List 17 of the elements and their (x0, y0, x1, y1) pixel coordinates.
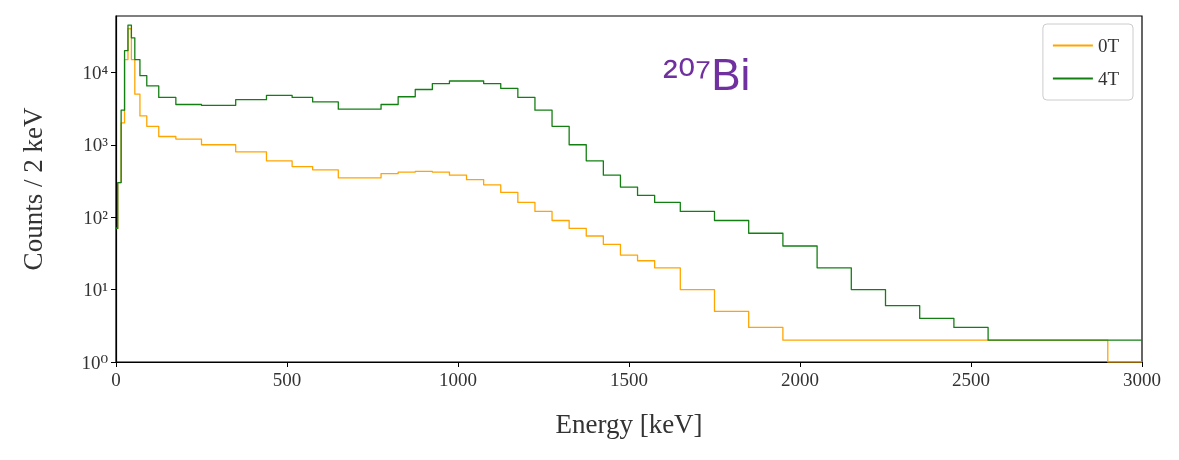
y-tick-label: 10⁰ (81, 351, 109, 373)
x-tick-label: 2000 (781, 369, 819, 390)
x-tick-label: 3000 (1123, 369, 1161, 390)
y-tick-label: 10¹ (83, 279, 109, 301)
x-tick-label: 1000 (439, 369, 477, 390)
x-axis-title: Energy [keV] (555, 408, 703, 439)
x-tick-label: 1500 (610, 369, 648, 390)
y-tick-label: 10⁴ (82, 61, 109, 83)
x-tick-label: 2500 (952, 369, 990, 390)
y-tick-label: 10² (83, 206, 109, 228)
annotation: ²⁰⁷Bi (663, 49, 751, 99)
x-tick-label: 500 (272, 369, 302, 390)
x-tick-label: 0 (111, 369, 121, 390)
y-axis-title: Counts / 2 keV (17, 107, 48, 271)
legend-label: 0T (1097, 35, 1120, 56)
y-tick-label: 10³ (83, 134, 109, 156)
legend-label: 4T (1097, 68, 1120, 89)
